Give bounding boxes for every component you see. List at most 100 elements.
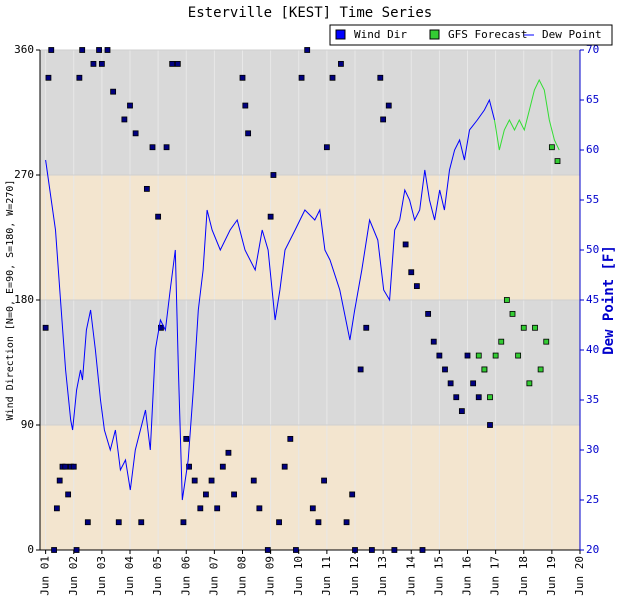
x-tick-label: Jun 14 bbox=[404, 556, 417, 596]
point bbox=[481, 366, 488, 373]
point bbox=[79, 47, 86, 53]
point bbox=[442, 366, 448, 373]
y-tick-label: 360 bbox=[14, 43, 34, 56]
point bbox=[84, 519, 91, 526]
point bbox=[70, 463, 77, 470]
point bbox=[408, 269, 415, 276]
point bbox=[492, 352, 499, 359]
point bbox=[96, 47, 102, 53]
point bbox=[110, 88, 117, 95]
point bbox=[425, 310, 432, 317]
point bbox=[436, 352, 443, 359]
point bbox=[76, 74, 83, 81]
legend-label: Wind Dir bbox=[354, 28, 407, 41]
legend-box bbox=[329, 24, 613, 46]
x-tick-label: Jun 09 bbox=[264, 556, 277, 596]
point bbox=[287, 435, 294, 442]
y-axis-title: Wind Direction [N=0, E=90, S=180, W=270] bbox=[5, 180, 16, 421]
band bbox=[40, 300, 580, 425]
y2-tick-label: 40 bbox=[586, 343, 599, 356]
y2-axis-title: Dew Point [F] bbox=[601, 245, 617, 355]
point bbox=[475, 394, 482, 401]
point bbox=[155, 213, 162, 220]
legend-swatch bbox=[429, 29, 440, 40]
point bbox=[548, 144, 555, 151]
point bbox=[242, 102, 249, 109]
point bbox=[453, 394, 460, 401]
point bbox=[186, 463, 192, 470]
legend: Wind Dir GFS Forecast Dew Point bbox=[329, 24, 613, 46]
point bbox=[239, 74, 246, 81]
x-tick-label: Jun 01 bbox=[39, 556, 52, 596]
legend-label: Dew Point bbox=[542, 28, 602, 41]
x-tick-label: Jun 11 bbox=[320, 556, 333, 596]
point bbox=[121, 116, 128, 123]
point bbox=[45, 74, 52, 81]
legend-label: GFS Forecast bbox=[448, 28, 527, 41]
y-tick-label: 180 bbox=[14, 293, 34, 306]
y2-tick-label: 25 bbox=[586, 493, 599, 506]
x-tick-label: Jun 07 bbox=[207, 556, 220, 596]
point bbox=[267, 213, 274, 220]
x-tick-label: Jun 18 bbox=[517, 556, 530, 596]
x-tick-label: Jun 03 bbox=[95, 556, 108, 596]
y-tick-label: 0 bbox=[27, 543, 34, 556]
point bbox=[276, 519, 282, 526]
point bbox=[264, 547, 271, 553]
point bbox=[402, 241, 409, 248]
x-tick-label: Jun 20 bbox=[573, 556, 586, 596]
point bbox=[509, 310, 516, 317]
point bbox=[208, 477, 215, 484]
point bbox=[245, 130, 252, 137]
point bbox=[163, 144, 170, 151]
point bbox=[537, 366, 544, 373]
band bbox=[40, 50, 580, 175]
point bbox=[304, 47, 311, 53]
point bbox=[51, 547, 57, 553]
point bbox=[225, 449, 232, 456]
point bbox=[298, 74, 305, 81]
point bbox=[132, 130, 139, 137]
point bbox=[368, 547, 375, 553]
point bbox=[413, 283, 420, 290]
y-tick-label: 90 bbox=[21, 418, 34, 431]
point bbox=[543, 338, 550, 345]
y2-tick-label: 45 bbox=[586, 293, 599, 306]
y2-tick-label: 60 bbox=[586, 143, 599, 156]
point bbox=[56, 477, 63, 484]
y2-tick-label: 65 bbox=[586, 93, 599, 106]
point bbox=[321, 477, 327, 484]
point bbox=[503, 297, 510, 303]
point bbox=[487, 422, 493, 428]
point bbox=[293, 547, 299, 553]
point bbox=[458, 408, 465, 415]
band bbox=[40, 175, 580, 300]
point bbox=[391, 547, 398, 553]
point bbox=[349, 491, 356, 498]
x-tick-label: Jun 13 bbox=[376, 556, 389, 596]
line bbox=[494, 78, 560, 151]
x-tick-label: Jun 16 bbox=[461, 556, 474, 596]
point bbox=[323, 144, 330, 151]
point bbox=[42, 324, 49, 331]
point bbox=[475, 352, 482, 359]
point bbox=[447, 380, 454, 387]
point bbox=[214, 505, 221, 512]
point bbox=[419, 547, 426, 553]
point bbox=[487, 394, 493, 401]
point bbox=[203, 491, 209, 498]
point bbox=[281, 463, 288, 470]
point bbox=[180, 519, 187, 526]
x-tick-label: Jun 10 bbox=[292, 556, 305, 596]
point bbox=[191, 477, 198, 484]
point bbox=[352, 547, 358, 553]
x-tick-label: Jun 05 bbox=[151, 556, 164, 596]
point bbox=[532, 324, 538, 331]
point bbox=[48, 47, 55, 53]
point bbox=[470, 380, 477, 387]
x-tick-label: Jun 08 bbox=[236, 556, 249, 596]
point bbox=[250, 477, 257, 484]
y2-tick-label: 35 bbox=[586, 393, 599, 406]
point bbox=[363, 324, 370, 331]
